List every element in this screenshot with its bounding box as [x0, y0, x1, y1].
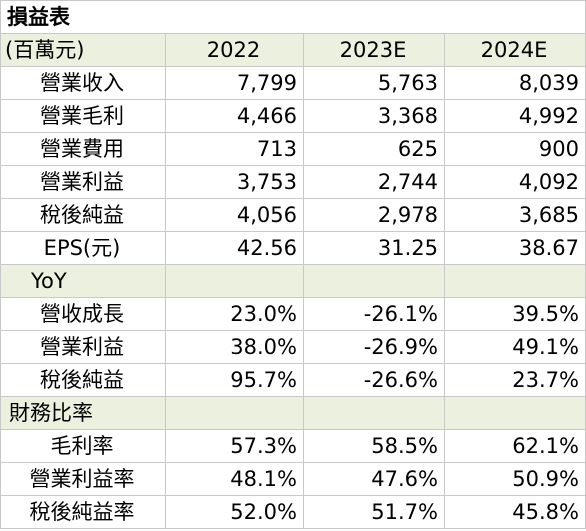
header-row: (百萬元) 2022 2023E 2024E	[0, 33, 586, 67]
table-row: 稅後純益 4,056 2,978 3,685	[0, 198, 586, 232]
row-label: 稅後純益率	[0, 495, 166, 529]
cell-value: 58.5%	[303, 429, 445, 463]
cell-value: 4,466	[165, 99, 304, 133]
row-label: 稅後純益	[0, 198, 166, 232]
table-row: 營收成長 23.0% -26.1% 39.5%	[0, 297, 586, 331]
cell-value: 7,799	[165, 66, 304, 100]
cell-value: -26.6%	[303, 363, 445, 397]
table-row: 營業毛利 4,466 3,368 4,992	[0, 99, 586, 133]
cell-value: 4,056	[165, 198, 304, 232]
cell-value: -26.1%	[303, 297, 445, 331]
cell-value: 3,368	[303, 99, 445, 133]
table-row: 營業利益 38.0% -26.9% 49.1%	[0, 330, 586, 364]
cell-value: 23.0%	[165, 297, 304, 331]
table-row: 稅後純益 95.7% -26.6% 23.7%	[0, 363, 586, 397]
cell-value: 8,039	[444, 66, 586, 100]
row-label: 稅後純益	[0, 363, 166, 397]
cell-value: 4,992	[444, 99, 586, 133]
unit-label: (百萬元)	[0, 33, 166, 67]
cell-value: 5,763	[303, 66, 445, 100]
cell-value: 3,685	[444, 198, 586, 232]
table-row: 營業利益率 48.1% 47.6% 50.9%	[0, 462, 586, 496]
cell-value: 42.56	[165, 231, 304, 265]
column-header-2022: 2022	[165, 33, 304, 67]
table-row: 營業費用 713 625 900	[0, 132, 586, 166]
cell-value: 49.1%	[444, 330, 586, 364]
cell-value: 95.7%	[165, 363, 304, 397]
table-row: EPS(元) 42.56 31.25 38.67	[0, 231, 586, 265]
section-title-ratios: 財務比率	[0, 396, 166, 430]
cell-value: 23.7%	[444, 363, 586, 397]
row-label: 營業收入	[0, 66, 166, 100]
cell-value: 39.5%	[444, 297, 586, 331]
column-header-2023e: 2023E	[303, 33, 445, 67]
section-header-ratios: 財務比率	[0, 396, 586, 430]
row-label: 毛利率	[0, 429, 166, 463]
cell-value: 47.6%	[303, 462, 445, 496]
title-row: 損益表	[0, 0, 586, 34]
row-label: 營收成長	[0, 297, 166, 331]
table-title: 損益表	[0, 0, 586, 34]
cell-value: 2,744	[303, 165, 445, 199]
section-header-yoy: YoY	[0, 264, 586, 298]
cell-value: -26.9%	[303, 330, 445, 364]
row-label: 營業利益率	[0, 462, 166, 496]
cell-value: 900	[444, 132, 586, 166]
cell-value: 50.9%	[444, 462, 586, 496]
table-row: 稅後純益率 52.0% 51.7% 45.8%	[0, 495, 586, 529]
row-label: 營業費用	[0, 132, 166, 166]
cell-value: 48.1%	[165, 462, 304, 496]
table-row: 毛利率 57.3% 58.5% 62.1%	[0, 429, 586, 463]
cell-value: 4,092	[444, 165, 586, 199]
table-row: 營業收入 7,799 5,763 8,039	[0, 66, 586, 100]
cell-value: 38.67	[444, 231, 586, 265]
row-label: EPS(元)	[0, 231, 166, 265]
row-label: 營業利益	[0, 330, 166, 364]
row-label: 營業毛利	[0, 99, 166, 133]
cell-value: 31.25	[303, 231, 445, 265]
cell-value: 57.3%	[165, 429, 304, 463]
row-label: 營業利益	[0, 165, 166, 199]
cell-value: 625	[303, 132, 445, 166]
cell-value: 62.1%	[444, 429, 586, 463]
cell-value: 51.7%	[303, 495, 445, 529]
cell-value: 38.0%	[165, 330, 304, 364]
cell-value: 3,753	[165, 165, 304, 199]
cell-value: 713	[165, 132, 304, 166]
section-title-yoy: YoY	[0, 264, 166, 298]
table-row: 營業利益 3,753 2,744 4,092	[0, 165, 586, 199]
cell-value: 52.0%	[165, 495, 304, 529]
cell-value: 45.8%	[444, 495, 586, 529]
column-header-2024e: 2024E	[444, 33, 586, 67]
cell-value: 2,978	[303, 198, 445, 232]
